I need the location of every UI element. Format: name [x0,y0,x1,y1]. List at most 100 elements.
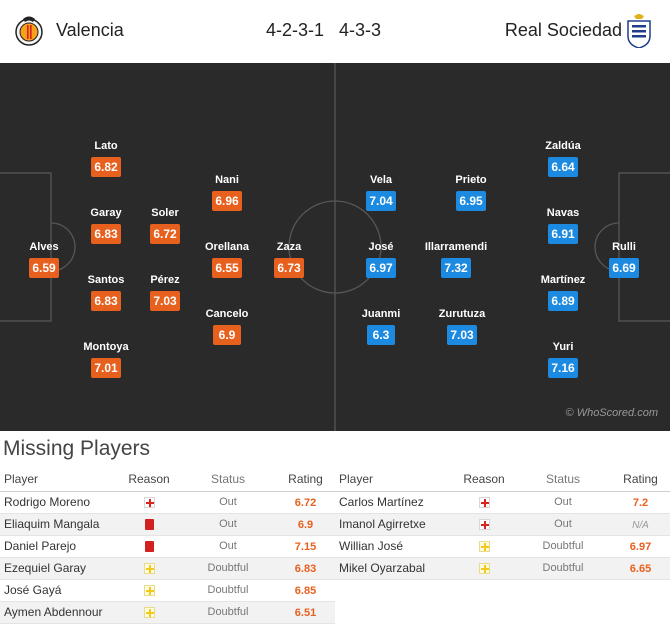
red-card-icon [144,541,154,553]
player-rating: 6.83 [91,224,121,244]
player-card[interactable]: Zaza 6.73 [249,240,329,278]
player-rating: 6.72 [150,224,180,244]
match-header: Valencia 4-2-3-1 4-3-3 Real Sociedad [0,0,670,62]
away-team-name[interactable]: Real Sociedad [504,20,622,40]
away-missing-table: Player Reason Status Rating Carlos Martí… [335,467,670,580]
player-card[interactable]: Soler 6.72 [125,206,205,244]
table-row: Imanol Agirretxe Out N/A [335,513,670,536]
missing-player-name[interactable]: Willian José [335,535,453,558]
player-rating: 6.3 [367,325,395,345]
rating-cell: 7.15 [276,535,335,558]
missing-status: Out [515,491,611,514]
table-row: Eliaquim Mangala Out 6.9 [0,513,335,536]
col-reason: Reason [118,467,180,492]
table-row: José Gayá Doubtful 6.85 [0,579,335,602]
missing-rating: 6.72 [294,497,317,509]
player-name: Rulli [612,241,636,253]
missing-player-name[interactable]: Aymen Abdennour [0,601,118,624]
red-card-icon [144,519,154,531]
player-card[interactable]: Zurutuza 7.03 [422,307,502,345]
player-card[interactable]: Navas 6.91 [523,206,603,244]
missing-player-name[interactable]: Eliaquim Mangala [0,513,118,536]
player-card[interactable]: Cancelo 6.9 [187,307,267,345]
player-name: Lato [94,140,118,152]
player-name: Prieto [455,174,487,186]
player-card[interactable]: Martínez 6.89 [523,273,603,311]
player-name: Juanmi [361,308,401,320]
col-reason: Reason [453,467,515,492]
missing-player-name[interactable]: Daniel Parejo [0,535,118,558]
player-card[interactable]: Rulli 6.69 [584,240,664,278]
away-formation: 4-3-3 [339,20,382,40]
player-name: Nani [215,174,239,186]
player-name: Martínez [540,274,586,286]
player-rating: 6.59 [29,258,59,278]
player-card[interactable]: Zaldúa 6.64 [523,139,603,177]
real-sociedad-crest-icon [627,14,651,48]
reason-cell [118,535,180,558]
player-card[interactable]: José 6.97 [341,240,421,278]
player-name: Alves [29,241,59,253]
player-card[interactable]: Montoya 7.01 [66,340,146,378]
player-card[interactable]: Juanmi 6.3 [341,307,421,345]
missing-status: Out [180,491,276,514]
rating-cell: 6.85 [276,579,335,602]
missing-player-name[interactable]: Carlos Martínez [335,491,453,514]
whoscored-watermark: © WhoScored.com [565,407,658,419]
home-team-name[interactable]: Valencia [56,20,124,40]
reason-cell [453,513,515,536]
player-rating: 7.32 [441,258,471,278]
player-card[interactable]: Yuri 7.16 [523,340,603,378]
home-missing-table: Player Reason Status Rating Rodrigo More… [0,467,335,624]
player-name: Orellana [204,241,250,253]
missing-status: Out [180,513,276,536]
player-card[interactable]: Santos 6.83 [66,273,146,311]
home-formation: 4-2-3-1 [266,20,325,40]
table-row: Willian José Doubtful 6.97 [335,535,670,558]
missing-status: Out [515,513,611,536]
player-card[interactable]: Illarramendi 7.32 [416,240,496,278]
missing-status: Doubtful [515,535,611,558]
missing-player-name[interactable]: Ezequiel Garay [0,557,118,580]
reason-cell [118,579,180,602]
table-row: Rodrigo Moreno Out 6.72 [0,491,335,514]
missing-rating: 6.85 [294,585,317,597]
player-card[interactable]: Nani 6.96 [187,173,267,211]
player-rating: 6.69 [609,258,639,278]
player-rating: 7.03 [150,291,180,311]
lineup-pitch: Lato 6.82 Garay 6.83 Soler 6.72 Alves 6.… [0,63,670,431]
player-rating: 6.95 [456,191,486,211]
player-rating: 6.97 [366,258,396,278]
player-name: Navas [546,207,580,219]
player-card[interactable]: Orellana 6.55 [187,240,267,278]
missing-player-name[interactable]: Imanol Agirretxe [335,513,453,536]
missing-rating: 6.97 [629,541,652,553]
player-name: Garay [90,207,122,219]
player-rating: 6.9 [213,325,241,345]
player-card[interactable]: Vela 7.04 [341,173,421,211]
player-rating: 6.91 [548,224,578,244]
player-card[interactable]: Pérez 7.03 [125,273,205,311]
table-row: Mikel Oyarzabal Doubtful 6.65 [335,557,670,580]
player-rating: 6.55 [212,258,242,278]
player-rating: 6.73 [274,258,304,278]
rating-cell: 6.65 [611,557,670,580]
injury-icon [478,497,490,509]
player-card[interactable]: Lato 6.82 [66,139,146,177]
missing-player-name[interactable]: Rodrigo Moreno [0,491,118,514]
table-row: Daniel Parejo Out 7.15 [0,535,335,558]
missing-status: Doubtful [180,601,276,624]
player-card[interactable]: Alves 6.59 [4,240,84,278]
player-name: Soler [151,207,179,219]
player-rating: 6.89 [548,291,578,311]
player-name: Illarramendi [424,241,488,253]
missing-player-name[interactable]: José Gayá [0,579,118,602]
player-card[interactable]: Prieto 6.95 [431,173,511,211]
player-card[interactable]: Garay 6.83 [66,206,146,244]
valencia-crest-icon [15,16,43,46]
player-rating: 7.03 [447,325,477,345]
reason-cell [118,601,180,624]
missing-rating: 6.65 [629,563,652,575]
missing-player-name[interactable]: Mikel Oyarzabal [335,557,453,580]
doubtful-icon [478,563,490,575]
